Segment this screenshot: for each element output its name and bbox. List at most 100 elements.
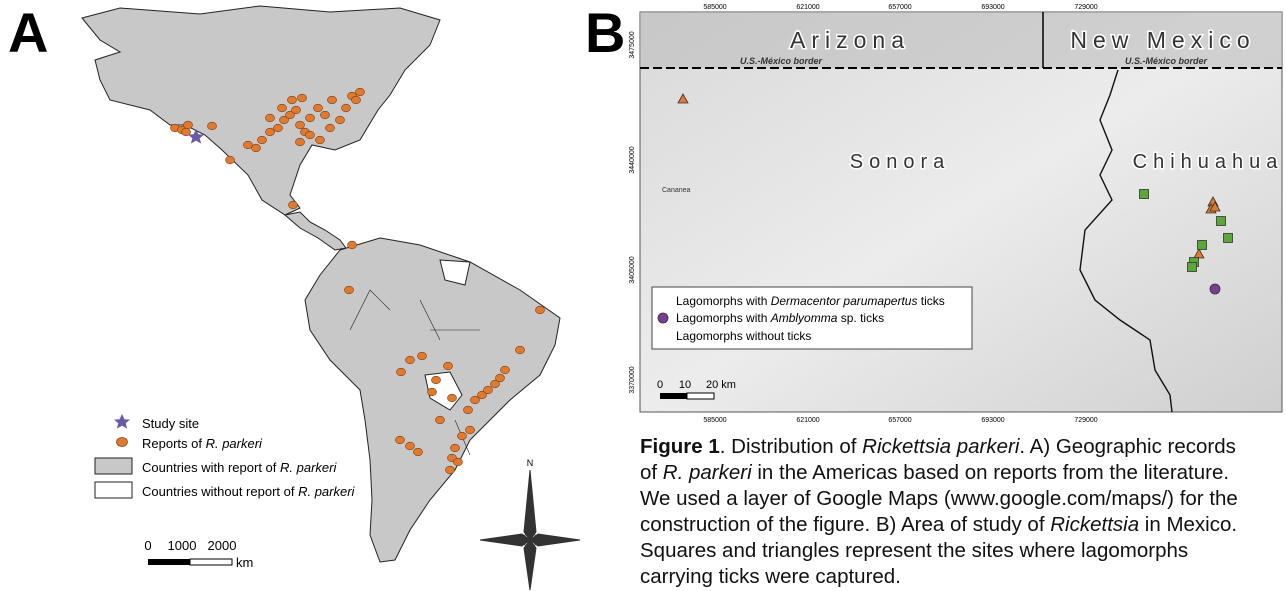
text-segment: construction of the figure. B) Area of s… [640,513,1050,536]
report-point [345,286,354,294]
region-label: New Mexico [1070,27,1255,53]
border-label: U.S.-México border [740,56,823,66]
report-point [454,458,463,466]
text-segment: Countries without report of [142,484,298,499]
y-tick-label: 3370000 [629,366,636,393]
text-segment: ticks [917,294,944,308]
text-segment: Dermacentor parumapertus [771,294,918,308]
report-point [418,352,427,360]
site-circle [1210,284,1220,294]
report-point [432,376,441,384]
legend-swatch [95,482,132,498]
report-point [458,432,467,440]
report-point [444,362,453,370]
legend-star [114,414,130,429]
report-point [296,121,305,129]
scale-label: 0 [144,538,151,553]
scale-label: 2000 [208,538,237,553]
report-point [252,144,261,152]
y-tick-label: 3475000 [629,31,636,58]
text-segment: Study site [142,416,199,431]
report-point [326,124,335,132]
scale-label: 10 [679,379,691,391]
region-label: Chihuahua [1133,151,1284,173]
report-point [516,346,525,354]
report-point [274,124,283,132]
report-point [396,436,405,444]
report-point [501,366,510,374]
report-point [258,136,267,144]
text-segment: Rickettsia parkeri [862,435,1021,458]
figure: A B 585000585000621000621000657000657000… [0,0,1286,591]
report-point [356,88,365,96]
legend-label: Lagomorphs with Dermacentor parumapertus… [676,294,945,308]
scale-label: 0 [657,379,663,391]
report-point [342,104,351,112]
report-point [288,96,297,104]
legend-label: Reports of R. parkeri [142,436,263,451]
report-point [464,406,473,414]
caption-line: construction of the figure. B) Area of s… [640,513,1237,536]
text-segment: R. parkeri [206,436,263,451]
x-tick-label: 729000 [1074,417,1097,424]
report-point [306,114,315,122]
text-segment: R. parkeri [298,484,355,499]
report-point [466,426,475,434]
site-square [1217,217,1226,226]
report-point [208,122,217,130]
scale-bar-a [148,559,232,565]
report-point [406,356,415,364]
town-label: Cananea [662,187,691,194]
legend-label: Lagomorphs without ticks [676,329,811,343]
report-point [336,116,345,124]
study-area-map [640,12,1282,412]
report-point [406,442,415,450]
panel-label: B [585,1,625,64]
caption-line: of R. parkeri in the Americas based on r… [640,461,1229,484]
report-point [292,106,301,114]
x-tick-label: 657000 [888,417,911,424]
caption-line: Squares and triangles represent the site… [640,539,1188,562]
text-segment: carrying ticks were captured. [640,565,901,588]
x-tick-label: 621000 [796,417,819,424]
report-point [428,388,437,396]
americas-map [82,6,560,562]
report-point [184,121,193,129]
text-segment: We used a layer of Google Maps (www.goog… [640,487,1238,510]
report-point [448,394,457,402]
report-point [352,96,361,104]
site-square [1140,190,1149,199]
report-point [314,104,323,112]
report-point [226,156,235,164]
text-segment: Lagomorphs with [676,294,771,308]
report-point [328,96,337,104]
region-label: Arizona [790,27,910,53]
text-segment: Figure 1 [640,435,720,458]
scale-bar-b [660,393,714,399]
y-tick-label: 3440000 [629,146,636,173]
legend-swatch [95,458,132,474]
x-tick-label: 585000 [703,417,726,424]
report-point [316,136,325,144]
text-segment: Rickettsia [1050,513,1139,536]
text-segment: Lagomorphs with [676,311,771,325]
text-segment: Squares and triangles represent the site… [640,539,1188,562]
site-square [1198,241,1207,250]
scale-unit: km [236,555,253,570]
x-tick-label: 693000 [981,417,1004,424]
report-point [446,466,455,474]
text-segment: R. parkeri [663,461,753,484]
legend-dot [117,438,128,447]
text-segment: in the Americas based on reports from th… [752,461,1229,484]
text-segment: in Mexico. [1139,513,1237,536]
caption-line: carrying ticks were captured. [640,565,901,588]
scale-label: 20 km [706,379,736,391]
report-point [536,306,545,314]
report-point [414,448,423,456]
report-point [321,111,330,119]
text-segment: of [640,461,663,484]
text-segment: . A) Geographic records [1019,435,1236,458]
text-segment: . Distribution of [720,435,862,458]
report-point [496,374,505,382]
legend-label: Lagomorphs with Amblyomma sp. ticks [676,311,884,325]
